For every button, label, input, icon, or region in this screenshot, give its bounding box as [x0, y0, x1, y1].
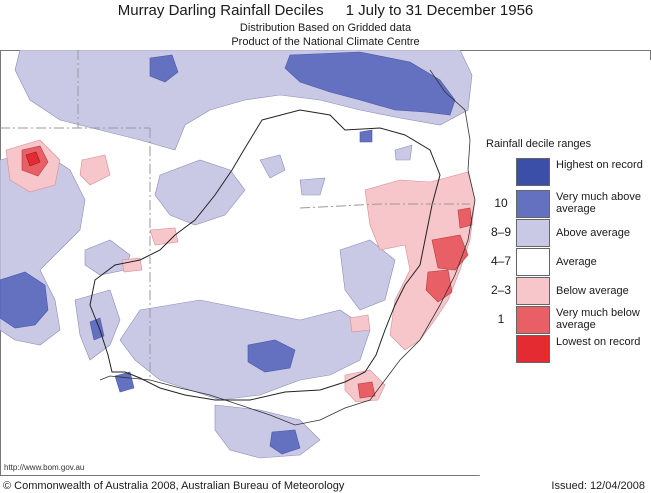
legend-swatch-lowest	[516, 335, 550, 363]
legend-label: Highest on record	[556, 159, 643, 171]
copyright-notice: © Commonwealth of Australia 2008, Austra…	[3, 480, 345, 492]
legend-swatch-very-much-below	[516, 306, 550, 334]
coastline	[99, 69, 476, 426]
legend-swatch-average	[516, 248, 550, 276]
legend-item-above: 8–9 Above average	[486, 219, 646, 247]
subtitle-product: Product of the National Climate Centre	[231, 36, 420, 48]
legend-decile: 4–7	[490, 254, 512, 268]
legend-item-very-much-below: 1 Very much below average	[486, 306, 646, 334]
legend-label: Lowest on record	[556, 336, 641, 348]
subtitle-distribution: Distribution Based on Gridded data	[239, 22, 412, 34]
legend-label: Very much below average	[556, 307, 640, 331]
very-much-above-average-regions	[0, 51, 456, 455]
legend-title: Rainfall decile ranges	[486, 138, 592, 150]
basin-boundary	[89, 109, 441, 401]
source-url: http://www.bom.gov.au	[4, 463, 85, 472]
legend-label: Below average	[556, 285, 629, 297]
issued-date: Issued: 12/04/2008	[551, 480, 645, 492]
legend-decile: 8–9	[490, 225, 512, 239]
legend-label: Average	[556, 256, 597, 268]
legend-decile: 2–3	[490, 283, 512, 297]
legend-label: Very much above average	[556, 191, 641, 215]
title-main: Murray Darling Rainfall Deciles	[117, 2, 324, 19]
legend-item-below: 2–3 Below average	[486, 277, 646, 305]
title-period: 1 July to 31 December 1956	[345, 2, 534, 19]
legend-item-average: 4–7 Average	[486, 248, 646, 276]
very-much-below-average-regions	[21, 145, 473, 399]
legend-swatch-very-much-above	[516, 190, 550, 218]
legend-item-very-much-above: 10 Very much above average	[486, 190, 646, 218]
legend-swatch-highest	[516, 158, 550, 186]
legend-label: Above average	[556, 227, 630, 239]
legend-decile: 10	[494, 196, 508, 210]
state-borders	[0, 50, 470, 380]
legend-swatch-below	[516, 277, 550, 305]
legend-item-lowest: Lowest on record	[486, 335, 646, 363]
legend-decile: 1	[497, 312, 505, 326]
map-title: Murray Darling Rainfall Deciles 1 July to…	[0, 2, 651, 19]
lowest-on-record-region	[25, 151, 41, 167]
legend-item-highest: Highest on record	[486, 158, 646, 186]
legend-swatch-above	[516, 219, 550, 247]
